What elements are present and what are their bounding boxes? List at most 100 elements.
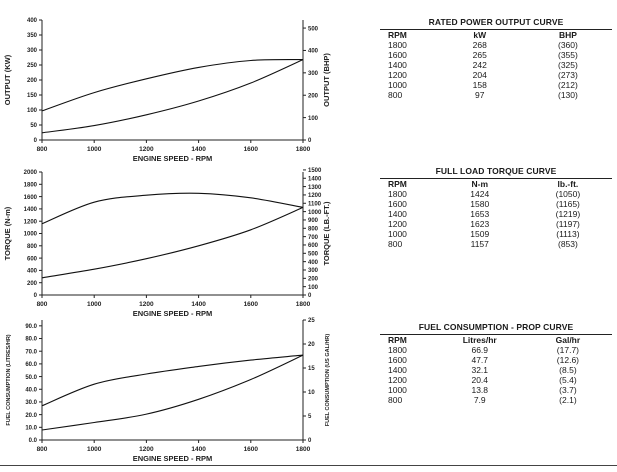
table-row: 1000 13.8 (3.7) bbox=[380, 385, 612, 395]
y2-tick-label: 700 bbox=[308, 235, 319, 241]
power-cell-kw: 158 bbox=[472, 80, 487, 90]
x-tick-label: 1000 bbox=[87, 146, 102, 153]
power-header-rpm: RPM bbox=[388, 30, 407, 40]
y2-axis-title: TORQUE (LB.-FT.) bbox=[322, 201, 331, 266]
x-tick-label: 1200 bbox=[139, 146, 154, 153]
x-tick-label: 1400 bbox=[191, 146, 206, 153]
y-tick-label: 70.0 bbox=[25, 349, 37, 355]
x-axis-title: ENGINE SPEED - RPM bbox=[133, 454, 213, 463]
torque-table: FULL LOAD TORQUE CURVE RPM N-m lb.-ft. 1… bbox=[380, 166, 612, 249]
x-tick-label: 1600 bbox=[244, 146, 259, 153]
torque-cell-nm: 1623 bbox=[470, 219, 490, 229]
y2-tick-label: 900 bbox=[308, 218, 319, 224]
x-tick-label: 1000 bbox=[87, 301, 102, 308]
y2-tick-label: 25 bbox=[308, 318, 315, 324]
fuel-table-grid: RPM Litres/hr Gal/hr 1800 66.9 (17.7) 1600… bbox=[380, 335, 612, 405]
upper-curve-line bbox=[41, 192, 304, 225]
torque-table-grid: RPM N-m lb.-ft. 1800 1424 (1050) 1600 1580 (… bbox=[380, 179, 612, 249]
fuel-table: FUEL CONSUMPTION - PROP CURVE RPM Litres… bbox=[380, 322, 612, 405]
x-tick-label: 800 bbox=[37, 446, 48, 453]
y2-tick-label: 0 bbox=[308, 293, 312, 299]
fuel-cell-rpm: 1200 bbox=[388, 375, 407, 385]
x-tick-label: 800 bbox=[37, 301, 48, 308]
power-cell-kw: 268 bbox=[472, 40, 487, 50]
y-tick-label: 50.0 bbox=[25, 375, 37, 381]
y2-tick-label: 1100 bbox=[308, 201, 322, 207]
y2-tick-label: 600 bbox=[308, 243, 319, 249]
x-axis-title: ENGINE SPEED - RPM bbox=[133, 309, 213, 318]
y2-tick-label: 300 bbox=[308, 268, 319, 274]
table-row: 800 1157 (853) bbox=[380, 239, 612, 249]
power-cell-rpm: 1800 bbox=[388, 40, 407, 50]
y-tick-label: 800 bbox=[27, 244, 38, 250]
y2-tick-label: 800 bbox=[308, 226, 319, 232]
lower-curve-line bbox=[41, 354, 304, 431]
bottom-rule bbox=[0, 465, 617, 466]
fuel-cell-rpm: 800 bbox=[388, 395, 403, 405]
power-table-title: RATED POWER OUTPUT CURVE bbox=[428, 17, 564, 27]
fuel-header-litres: Litres/hr bbox=[462, 335, 497, 345]
y-tick-label: 1000 bbox=[24, 232, 38, 238]
table-row: 1600 1580 (1165) bbox=[380, 199, 612, 209]
y2-tick-label: 300 bbox=[308, 71, 319, 77]
y-tick-label: 0.0 bbox=[29, 438, 38, 444]
y2-axis-title: OUTPUT (BHP) bbox=[322, 53, 331, 107]
torque-cell-nm: 1580 bbox=[470, 199, 490, 209]
x-tick-label: 1200 bbox=[139, 446, 154, 453]
table-row: 1000 158 (212) bbox=[380, 80, 612, 90]
fuel-cell-rpm: 1400 bbox=[388, 365, 407, 375]
fuel-cell-gal: (17.7) bbox=[556, 345, 580, 355]
power-header-bhp: BHP bbox=[558, 30, 577, 40]
torque-cell-rpm: 1000 bbox=[388, 229, 407, 239]
y2-tick-label: 100 bbox=[308, 285, 319, 291]
fuel-table-rule bbox=[380, 334, 612, 335]
y-tick-label: 400 bbox=[27, 18, 38, 24]
y-tick-label: 2000 bbox=[24, 170, 38, 176]
torque-table-rule bbox=[380, 178, 612, 179]
y2-tick-label: 15 bbox=[308, 366, 315, 372]
y-tick-label: 200 bbox=[27, 78, 38, 84]
x-tick-label: 1200 bbox=[139, 301, 154, 308]
power-cell-rpm: 1400 bbox=[388, 60, 407, 70]
table-row: 800 7.9 (2.1) bbox=[380, 395, 612, 405]
lower-curve-line bbox=[41, 59, 304, 134]
upper-curve-line bbox=[41, 59, 304, 112]
upper-curve-line bbox=[41, 354, 304, 407]
power-cell-bhp: (130) bbox=[557, 90, 578, 100]
y-tick-label: 50 bbox=[30, 123, 37, 129]
torque-cell-rpm: 1200 bbox=[388, 219, 407, 229]
table-row: 1400 1653 (1219) bbox=[380, 209, 612, 219]
fuel-cell-rpm: 1000 bbox=[388, 385, 407, 395]
y-tick-label: 40.0 bbox=[25, 387, 37, 393]
y-tick-label: 0 bbox=[34, 138, 38, 144]
lower-curve-line bbox=[41, 206, 304, 279]
table-row: 1400 242 (325) bbox=[380, 60, 612, 70]
y-tick-label: 60.0 bbox=[25, 362, 37, 368]
power-cell-kw: 242 bbox=[472, 60, 487, 70]
torque-cell-lbft: (1113) bbox=[556, 229, 580, 239]
table-row: 1600 47.7 (12.6) bbox=[380, 355, 612, 365]
y2-tick-label: 5 bbox=[308, 414, 312, 420]
y-tick-label: 250 bbox=[27, 63, 38, 69]
y2-tick-label: 200 bbox=[308, 277, 319, 283]
y-tick-label: 200 bbox=[27, 281, 38, 287]
table-row: 1800 1424 (1050) bbox=[380, 189, 612, 199]
power-cell-kw: 265 bbox=[472, 50, 487, 60]
x-tick-label: 1000 bbox=[87, 446, 102, 453]
y-tick-label: 80.0 bbox=[25, 337, 37, 343]
fuel-cell-gal: (5.4) bbox=[559, 375, 577, 385]
y-tick-label: 0 bbox=[34, 293, 38, 299]
y2-tick-label: 500 bbox=[308, 252, 319, 258]
power-cell-rpm: 1000 bbox=[388, 80, 407, 90]
y2-tick-label: 1500 bbox=[308, 168, 322, 174]
fuel-cell-litres: 7.9 bbox=[473, 395, 486, 405]
y2-tick-label: 1400 bbox=[308, 176, 322, 182]
fuel-cell-gal: (8.5) bbox=[559, 365, 577, 375]
fuel-cell-litres: 32.1 bbox=[471, 365, 489, 375]
y-tick-label: 1800 bbox=[24, 183, 38, 189]
table-row: 1200 1623 (1197) bbox=[380, 219, 612, 229]
power-header-kw: kW bbox=[473, 30, 487, 40]
table-row: 1200 20.4 (5.4) bbox=[380, 375, 612, 385]
fuel-cell-gal: (3.7) bbox=[559, 385, 577, 395]
